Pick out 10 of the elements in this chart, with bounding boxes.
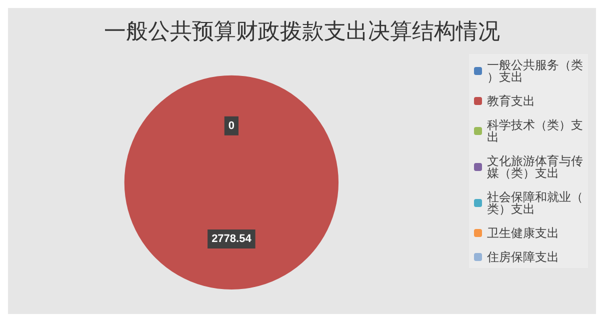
- legend-label: 教育支出: [487, 94, 535, 108]
- legend-label: 文化旅游体育与传媒（类）支出: [487, 154, 583, 180]
- legend-label: 住房保障支出: [486, 250, 559, 264]
- legend-label: 科学技术（类）支出: [487, 118, 583, 144]
- legend-label: 一般公共服务（类）支出: [487, 58, 583, 84]
- legend-label: 社会保障和就业（类）支出: [487, 190, 583, 216]
- chart-title: 一般公共预算财政拨款支出决算结构情况: [104, 20, 500, 44]
- data-label: 2778.54: [212, 232, 252, 245]
- legend-label: 卫生健康支出: [487, 226, 559, 240]
- text: 0: [228, 120, 235, 132]
